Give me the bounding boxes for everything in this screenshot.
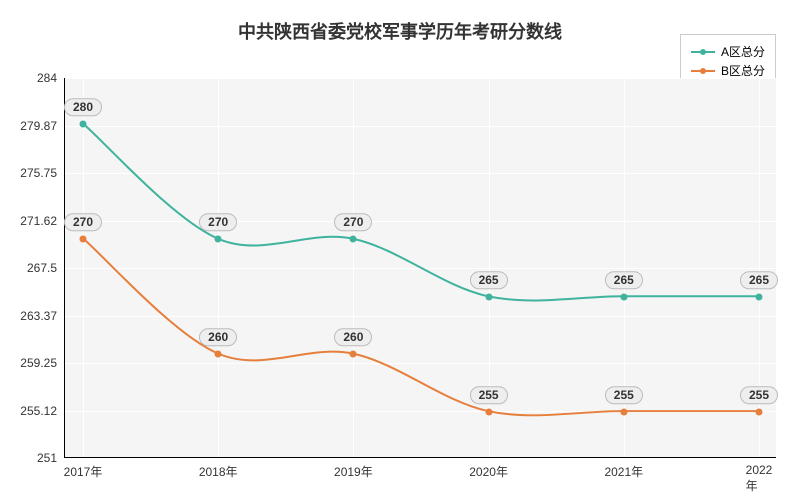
legend-item-b: B区总分 bbox=[691, 62, 765, 79]
value-label: 280 bbox=[64, 98, 102, 116]
value-label: 270 bbox=[334, 213, 372, 231]
value-label: 265 bbox=[470, 271, 508, 289]
data-point bbox=[485, 408, 492, 415]
y-tick-label: 263.37 bbox=[20, 309, 65, 323]
y-tick-label: 271.62 bbox=[20, 214, 65, 228]
y-tick-label: 284 bbox=[37, 71, 65, 85]
y-tick-label: 275.75 bbox=[20, 166, 65, 180]
x-tick-label: 2022年 bbox=[746, 457, 773, 494]
value-label: 270 bbox=[199, 213, 237, 231]
legend-label-b: B区总分 bbox=[721, 62, 765, 79]
x-tick-label: 2019年 bbox=[334, 457, 373, 480]
legend-item-a: A区总分 bbox=[691, 43, 765, 60]
value-label: 255 bbox=[470, 386, 508, 404]
data-point bbox=[756, 293, 763, 300]
plot-area: 251255.12259.25263.37267.5271.62275.7527… bbox=[64, 78, 776, 458]
data-point bbox=[350, 351, 357, 358]
data-point bbox=[350, 236, 357, 243]
data-point bbox=[215, 351, 222, 358]
value-label: 270 bbox=[64, 213, 102, 231]
x-tick-label: 2020年 bbox=[469, 457, 508, 480]
data-point bbox=[80, 121, 87, 128]
y-tick-label: 279.87 bbox=[20, 119, 65, 133]
legend-swatch-b bbox=[691, 70, 715, 72]
data-point bbox=[80, 236, 87, 243]
y-tick-label: 267.5 bbox=[27, 261, 65, 275]
chart-container: 中共陕西省委党校军事学历年考研分数线 A区总分 B区总分 251255.1225… bbox=[0, 0, 800, 500]
data-point bbox=[620, 293, 627, 300]
series-line bbox=[83, 239, 757, 416]
value-label: 265 bbox=[605, 271, 643, 289]
y-tick-label: 251 bbox=[37, 451, 65, 465]
data-point bbox=[756, 408, 763, 415]
y-tick-label: 259.25 bbox=[20, 356, 65, 370]
value-label: 255 bbox=[605, 386, 643, 404]
value-label: 260 bbox=[199, 329, 237, 347]
x-tick-label: 2017年 bbox=[64, 457, 103, 480]
data-point bbox=[215, 236, 222, 243]
data-point bbox=[620, 408, 627, 415]
value-label: 265 bbox=[740, 271, 778, 289]
data-point bbox=[485, 293, 492, 300]
legend-label-a: A区总分 bbox=[721, 43, 765, 60]
value-label: 255 bbox=[740, 386, 778, 404]
series-line bbox=[83, 124, 757, 301]
value-label: 260 bbox=[334, 329, 372, 347]
x-tick-label: 2021年 bbox=[604, 457, 643, 480]
x-tick-label: 2018年 bbox=[199, 457, 238, 480]
legend-swatch-a bbox=[691, 51, 715, 53]
line-paths bbox=[65, 78, 776, 457]
y-tick-label: 255.12 bbox=[20, 404, 65, 418]
